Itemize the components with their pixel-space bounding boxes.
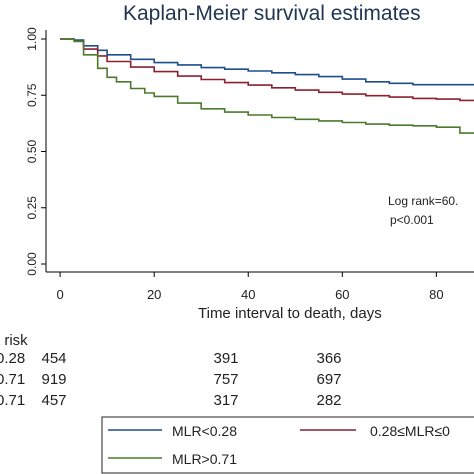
- risk-count: 919: [41, 371, 66, 388]
- risk-count: 366: [316, 350, 341, 367]
- risk-row-label: 0.28: [0, 350, 25, 367]
- legend-label-mlr-mid: 0.28≤MLR≤0: [370, 423, 450, 439]
- survival-curves: [60, 38, 474, 134]
- risk-count: 391: [213, 350, 238, 367]
- y-ticks: 0.00 0.25 0.50 0.75 1.00: [25, 27, 46, 276]
- y-tick-label: 1.00: [25, 27, 39, 51]
- risk-table: t risk 0.28 454 391 366 0.71 919 757 697 0.71 457…: [0, 332, 342, 409]
- legend-box: [101, 416, 474, 474]
- y-tick-label: 0.50: [25, 139, 39, 163]
- risk-table-header: t risk: [0, 332, 28, 349]
- y-tick-label: 0.00: [25, 252, 39, 276]
- x-tick-label: 0: [56, 287, 63, 302]
- risk-row-label: 0.71: [0, 371, 25, 388]
- legend-label-mlr-low: MLR<0.28: [172, 423, 237, 439]
- x-tick-label: 40: [241, 287, 255, 302]
- risk-count: 454: [41, 350, 66, 367]
- risk-count: 317: [213, 392, 238, 409]
- risk-count: 757: [213, 371, 238, 388]
- legend-label-mlr-high: MLR>0.71: [172, 451, 237, 467]
- chart-title: Kaplan-Meier survival estimates: [123, 2, 421, 25]
- x-tick-label: 20: [147, 287, 161, 302]
- legend: MLR<0.28 0.28≤MLR≤0 MLR>0.71: [101, 416, 474, 474]
- risk-count: 697: [316, 371, 341, 388]
- risk-count: 282: [316, 392, 341, 409]
- y-tick-label: 0.25: [25, 196, 39, 220]
- x-axis-label: Time interval to death, days: [198, 305, 382, 322]
- plot-axes: [45, 30, 474, 273]
- risk-count: 457: [41, 392, 66, 409]
- p-value-annotation: p<0.001: [390, 213, 434, 227]
- y-tick-label: 0.75: [25, 83, 39, 107]
- logrank-annotation: Log rank=60.: [388, 194, 458, 208]
- x-tick-label: 80: [429, 287, 443, 302]
- risk-row-label: 0.71: [0, 392, 25, 409]
- risk-table-rows: 0.28 454 391 366 0.71 919 757 697 0.71 457 317 282: [0, 350, 342, 409]
- curve-mlr-low: [60, 38, 474, 86]
- x-tick-label: 60: [335, 287, 349, 302]
- x-ticks: 0 20 40 60 80: [56, 272, 444, 302]
- curve-mlr-mid: [60, 38, 474, 102]
- curve-mlr-high: [60, 38, 474, 134]
